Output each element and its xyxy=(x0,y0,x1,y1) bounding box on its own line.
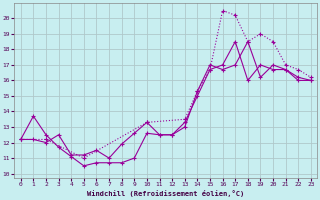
X-axis label: Windchill (Refroidissement éolien,°C): Windchill (Refroidissement éolien,°C) xyxy=(87,190,244,197)
